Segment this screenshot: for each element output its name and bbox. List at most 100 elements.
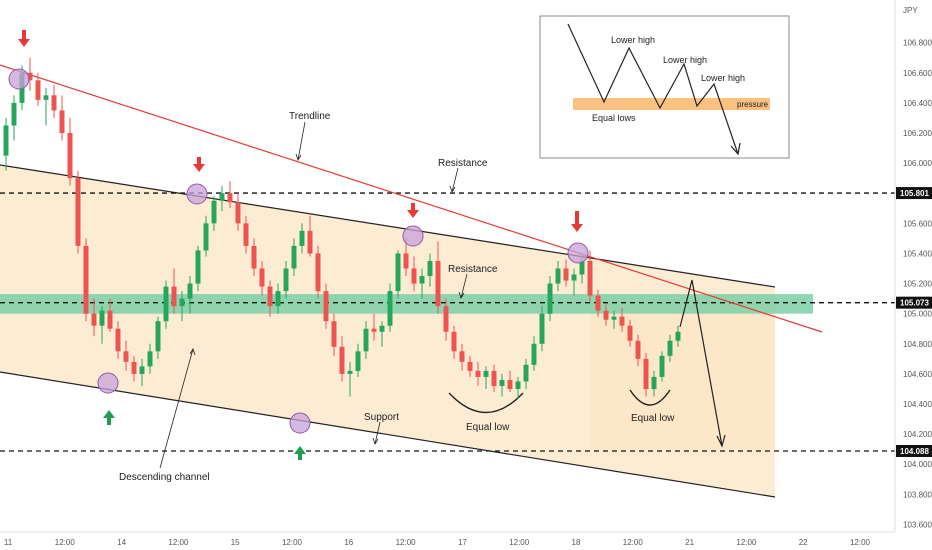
candle-body	[139, 366, 145, 374]
x-tick-label: 12:00	[850, 538, 871, 547]
trendline-label: Trendline	[289, 111, 331, 122]
candle-body	[283, 268, 289, 292]
descending-channel-label: Descending channel	[119, 472, 210, 483]
candle-body	[219, 193, 225, 201]
candle-body	[155, 321, 161, 352]
green-up-arrow	[103, 410, 115, 425]
candle-body	[475, 370, 481, 377]
candle-body	[515, 381, 521, 389]
y-tick-label: 104.000	[903, 460, 932, 469]
candle-body	[419, 276, 425, 284]
candle-body	[603, 310, 609, 320]
inset-lower-high-1: Lower high	[611, 35, 655, 45]
level-badge	[896, 296, 932, 309]
inset-pressure-label: pressure	[737, 100, 769, 109]
touch-circles	[8, 68, 589, 434]
candle-body	[459, 351, 465, 362]
candle-body	[403, 253, 409, 269]
touch-circle	[8, 68, 30, 90]
candle-body	[675, 331, 681, 341]
x-tick-labels: 11 12:00 14 12:00 15 12:00 16 12:00 17 12:00 18 12:…	[4, 538, 871, 547]
candle-body	[91, 313, 97, 326]
y-tick-label: 105.400	[903, 249, 932, 258]
candle-body	[443, 306, 449, 332]
candle-body	[147, 351, 153, 367]
candle-body	[411, 268, 417, 284]
resistance-zone	[0, 294, 813, 314]
red-down-arrow	[571, 211, 583, 232]
red-trendline	[0, 64, 823, 333]
candle-body	[267, 286, 273, 307]
y-tick-label: 105.000	[903, 310, 932, 319]
candle-body	[355, 351, 361, 371]
candle-body	[579, 260, 585, 275]
level-badges: 105.801 105.073 104.088	[896, 187, 932, 457]
x-tick-label: 22	[799, 538, 808, 547]
candle-body	[235, 202, 241, 224]
y-tick-label: 105.600	[903, 219, 932, 228]
candle-body	[587, 260, 593, 296]
candle-body	[531, 343, 537, 365]
candle-body	[435, 260, 441, 307]
y-tick-label: 106.800	[903, 39, 932, 48]
x-tick-label: 16	[344, 538, 353, 547]
candle-body	[395, 253, 401, 292]
touch-circle	[402, 225, 424, 247]
signal-arrows	[18, 30, 583, 460]
candle-body	[667, 340, 673, 356]
candle-body	[619, 316, 625, 326]
x-tick-label: 12:00	[509, 538, 530, 547]
projection-path	[679, 279, 723, 447]
candle-body	[211, 200, 217, 224]
y-tick-label: 104.200	[903, 430, 932, 439]
candle-body	[99, 310, 105, 326]
equal-low-label-2: Equal low	[631, 413, 675, 424]
candle-body	[83, 245, 89, 314]
candlesticks	[3, 57, 681, 398]
candle-body	[27, 72, 33, 81]
red-down-arrow	[407, 203, 419, 218]
candle-body	[307, 230, 313, 254]
candle-body	[555, 268, 561, 284]
candle-body	[651, 376, 657, 389]
candle-body	[467, 361, 473, 371]
y-tick-label: 105.200	[903, 280, 932, 289]
channel-lower-line	[0, 371, 776, 498]
level-badge-label: 105.073	[900, 299, 929, 308]
x-tick-label: 12:00	[168, 538, 189, 547]
x-tick-label: 15	[231, 538, 240, 547]
candle-body	[35, 80, 41, 100]
channel-upper-line	[0, 164, 776, 288]
equal-low-label-1: Equal low	[466, 422, 510, 433]
candle-body	[491, 370, 497, 386]
candle-body	[547, 283, 553, 314]
candle-body	[611, 316, 617, 320]
candle-body	[451, 331, 457, 352]
y-tick-label: 106.600	[903, 69, 932, 78]
candle-body	[347, 370, 353, 374]
candle-body	[227, 193, 233, 203]
support-label: Support	[364, 412, 399, 423]
candle-body	[275, 291, 281, 307]
y-tick-label: 104.600	[903, 370, 932, 379]
candle-body	[371, 328, 377, 332]
inset-box	[539, 15, 790, 159]
candle-body	[507, 379, 513, 389]
candle-body	[315, 253, 321, 292]
y-tick-label: 104.400	[903, 400, 932, 409]
candle-body	[387, 291, 393, 326]
candle-body	[11, 102, 17, 126]
equal-low-arc-2	[629, 389, 671, 406]
candle-body	[259, 268, 265, 287]
candle-body	[635, 340, 641, 359]
resistance-top-label: Resistance	[438, 158, 488, 169]
drawn-lines	[0, 64, 823, 498]
candle-body	[323, 291, 329, 322]
inset-arrowhead	[730, 142, 741, 156]
candle-body	[195, 250, 201, 284]
candle-body	[179, 298, 185, 307]
candle-body	[251, 245, 257, 269]
green-up-arrow	[294, 446, 306, 460]
inset-lower-high-3: Lower high	[701, 73, 745, 83]
